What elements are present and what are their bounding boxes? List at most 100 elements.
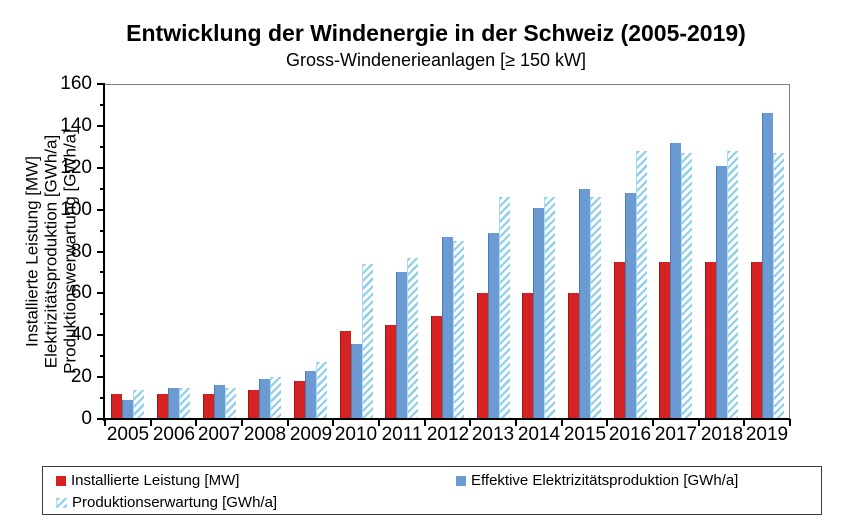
x-tick	[104, 419, 106, 426]
bar	[340, 331, 351, 419]
x-tick-label: 2012	[426, 424, 470, 445]
y-tick-major	[97, 83, 105, 85]
bar	[522, 293, 533, 419]
bar	[625, 193, 636, 419]
legend-swatch-icon	[56, 475, 66, 486]
bar	[579, 189, 590, 419]
bar	[751, 262, 762, 419]
y-tick-minor	[100, 188, 105, 190]
bar	[179, 388, 190, 419]
y-tick-major	[97, 125, 105, 127]
legend: Installierte Leistung [MW] Effektive Elek…	[42, 466, 822, 515]
x-tick-label: 2011	[381, 424, 423, 445]
x-tick	[150, 419, 152, 426]
bar	[122, 400, 133, 419]
bar	[477, 293, 488, 419]
legend-item: Produktionserwartung [GWh/a]	[56, 494, 277, 511]
bar	[488, 233, 499, 419]
bar	[614, 262, 625, 419]
bar	[636, 151, 647, 419]
legend-swatch-icon	[456, 475, 466, 486]
y-tick-label: 100	[60, 199, 92, 220]
x-tick	[469, 419, 471, 426]
x-tick	[378, 419, 380, 426]
x-tick	[241, 419, 243, 426]
y-tick-minor	[100, 355, 105, 357]
y-tick-label: 40	[70, 324, 92, 345]
bar	[133, 390, 144, 419]
x-tick-label: 2014	[517, 424, 561, 445]
bar	[259, 379, 270, 419]
x-tick-label: 2006	[152, 424, 196, 445]
x-tick	[698, 419, 700, 426]
y-axis-title-line-1: Installierte Leistung [MW]	[22, 156, 42, 347]
x-tick	[561, 419, 563, 426]
y-tick-label: 160	[60, 73, 92, 94]
y-tick-minor	[100, 397, 105, 399]
legend-swatch-icon	[56, 497, 67, 508]
y-tick-major	[97, 209, 105, 211]
x-tick	[195, 419, 197, 426]
bar	[270, 377, 281, 419]
x-tick-label: 2007	[197, 424, 241, 445]
x-tick-label: 2017	[654, 424, 698, 445]
legend-label: Effektive Elektrizitätsproduktion [GWh/a…	[471, 472, 739, 489]
y-tick-label: 80	[70, 241, 92, 262]
bar	[294, 381, 305, 419]
legend-label: Installierte Leistung [MW]	[71, 472, 240, 489]
bar	[407, 258, 418, 419]
x-tick	[287, 419, 289, 426]
y-tick-label: 0	[81, 408, 92, 429]
bar	[442, 237, 453, 419]
x-tick-label: 2005	[106, 424, 150, 445]
bar	[385, 325, 396, 419]
bar	[157, 394, 168, 419]
legend-item: Effektive Elektrizitätsproduktion [GWh/a…	[456, 472, 738, 489]
bar	[533, 208, 544, 419]
bar	[225, 388, 236, 419]
x-tick-label: 2016	[608, 424, 652, 445]
chart-subtitle: Gross-Windenerieanlagen [≥ 150 kW]	[285, 50, 586, 70]
bar	[499, 197, 510, 419]
bar	[727, 151, 738, 419]
x-tick	[606, 419, 608, 426]
x-tick-label: 2009	[289, 424, 333, 445]
y-tick-label: 140	[60, 115, 92, 136]
bar	[431, 316, 442, 419]
bar	[773, 153, 784, 419]
x-tick-label: 2008	[243, 424, 287, 445]
y-tick-minor	[100, 146, 105, 148]
bar	[544, 197, 555, 419]
x-tick	[743, 419, 745, 426]
bar	[351, 344, 362, 419]
legend-item: Installierte Leistung [MW]	[56, 472, 239, 489]
y-tick-major	[97, 418, 105, 420]
y-tick-minor	[100, 313, 105, 315]
x-tick	[789, 419, 791, 426]
x-tick-label: 2010	[334, 424, 378, 445]
plot-border-right	[789, 84, 790, 419]
bar	[305, 371, 316, 419]
bar	[670, 143, 681, 419]
y-tick-minor	[100, 271, 105, 273]
bar	[362, 264, 373, 419]
bar	[316, 362, 327, 419]
y-tick-major	[97, 251, 105, 253]
y-tick-minor	[100, 104, 105, 106]
bar	[659, 262, 670, 419]
bar	[762, 113, 773, 419]
x-tick	[515, 419, 517, 426]
bar	[590, 197, 601, 419]
x-axis-line	[103, 418, 790, 420]
y-tick-major	[97, 334, 105, 336]
x-tick	[332, 419, 334, 426]
x-tick	[652, 419, 654, 426]
x-tick-label: 2019	[745, 424, 789, 445]
bar	[214, 385, 225, 419]
y-tick-major	[97, 167, 105, 169]
bar	[681, 153, 692, 419]
bar	[111, 394, 122, 419]
bar	[705, 262, 716, 419]
y-axis-line	[103, 84, 105, 421]
